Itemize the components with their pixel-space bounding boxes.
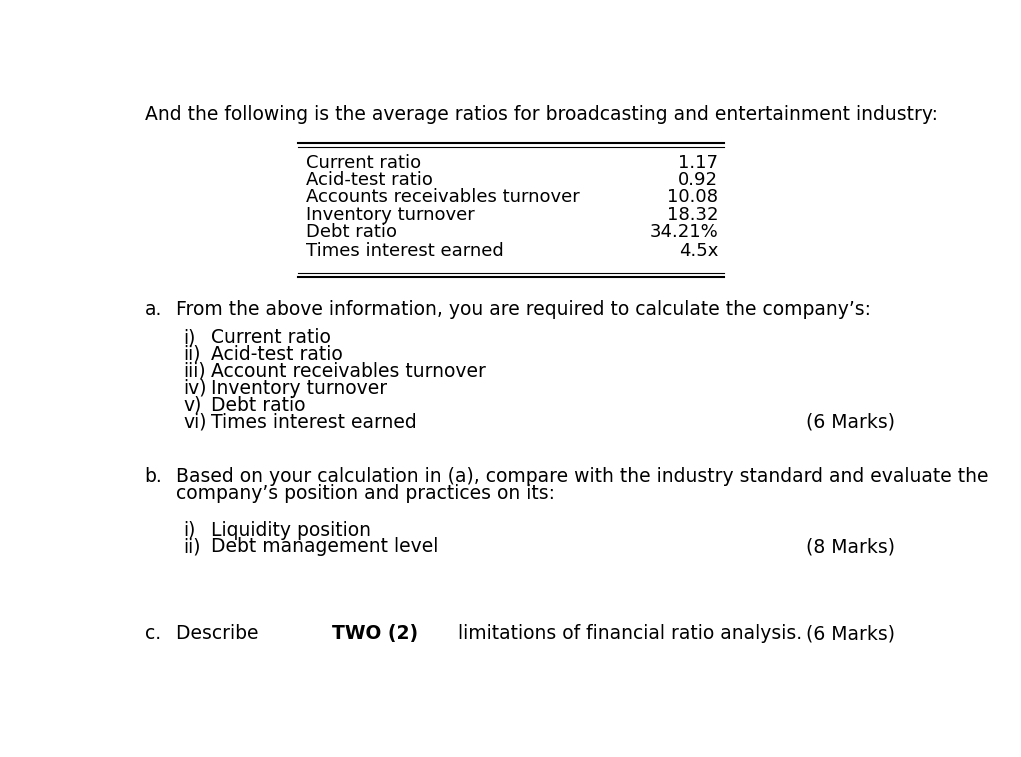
Text: i): i) (184, 521, 196, 540)
Text: i): i) (184, 328, 196, 347)
Text: Debt management level: Debt management level (211, 537, 439, 556)
Text: Acid-test ratio: Acid-test ratio (211, 345, 343, 364)
Text: 10.08: 10.08 (667, 188, 718, 206)
Text: limitations of financial ratio analysis.: limitations of financial ratio analysis. (452, 625, 803, 643)
Text: ii): ii) (184, 537, 201, 556)
Text: Current ratio: Current ratio (211, 328, 331, 347)
Text: Based on your calculation in (a), compare with the industry standard and evaluat: Based on your calculation in (a), compar… (176, 466, 988, 485)
Text: c.: c. (145, 625, 160, 643)
Text: TWO (2): TWO (2) (333, 625, 419, 643)
Text: 0.92: 0.92 (678, 171, 718, 189)
Text: 18.32: 18.32 (667, 207, 718, 224)
Text: Account receivables turnover: Account receivables turnover (211, 362, 486, 381)
Text: Times interest earned: Times interest earned (211, 413, 417, 431)
Text: vi): vi) (184, 413, 207, 431)
Text: Inventory turnover: Inventory turnover (211, 378, 387, 398)
Text: Current ratio: Current ratio (306, 154, 422, 172)
Text: Times interest earned: Times interest earned (306, 241, 503, 260)
Text: 1.17: 1.17 (678, 154, 718, 172)
Text: b.: b. (145, 466, 162, 485)
Text: a.: a. (145, 301, 162, 319)
Text: Debt ratio: Debt ratio (306, 223, 397, 241)
Text: Liquidity position: Liquidity position (211, 521, 372, 540)
Text: iii): iii) (184, 362, 206, 381)
Text: Inventory turnover: Inventory turnover (306, 207, 475, 224)
Text: iv): iv) (184, 378, 207, 398)
Text: (6 Marks): (6 Marks) (806, 413, 894, 431)
Text: company’s position and practices on its:: company’s position and practices on its: (176, 484, 554, 503)
Text: (6 Marks): (6 Marks) (806, 625, 894, 643)
Text: Debt ratio: Debt ratio (211, 396, 306, 415)
Text: Acid-test ratio: Acid-test ratio (306, 171, 433, 189)
Text: Accounts receivables turnover: Accounts receivables turnover (306, 188, 580, 206)
Text: Describe: Describe (176, 625, 264, 643)
Text: From the above information, you are required to calculate the company’s:: From the above information, you are requ… (176, 301, 871, 319)
Text: 4.5x: 4.5x (679, 241, 718, 260)
Text: (8 Marks): (8 Marks) (806, 537, 894, 556)
Text: And the following is the average ratios for broadcasting and entertainment indus: And the following is the average ratios … (145, 104, 937, 123)
Text: v): v) (184, 396, 202, 415)
Text: ii): ii) (184, 345, 201, 364)
Text: 34.21%: 34.21% (649, 223, 718, 241)
